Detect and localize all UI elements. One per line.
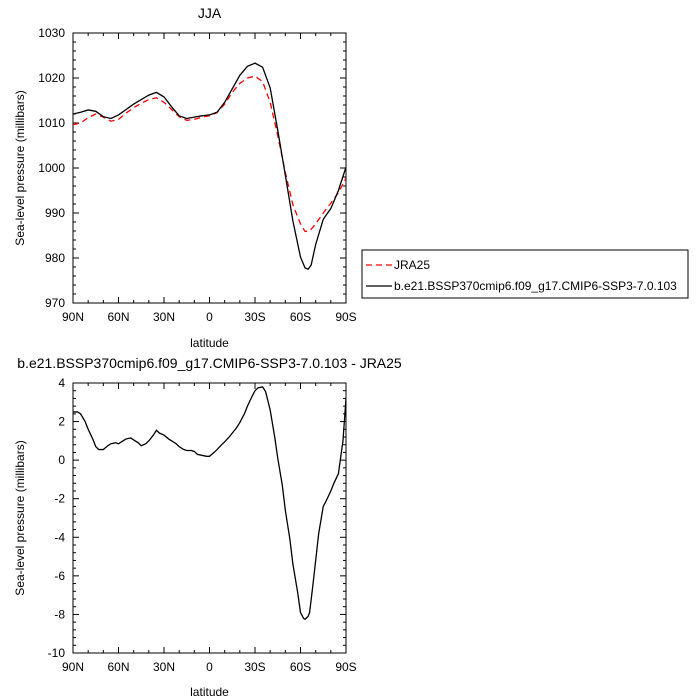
y-tick-label: 0 [58, 453, 65, 467]
y-tick-label: 1030 [38, 26, 65, 40]
y-tick-label: -8 [54, 607, 65, 621]
x-tick-label: 60S [290, 310, 311, 324]
y-tick-label: -2 [54, 492, 65, 506]
x-tick-label: 90N [62, 660, 84, 674]
y-tick-label: 970 [45, 296, 65, 310]
y-tick-label: 4 [58, 376, 65, 390]
y-tick-label: 1000 [38, 161, 65, 175]
y-tick-label: 990 [45, 206, 65, 220]
y-tick-label: -6 [54, 569, 65, 583]
plot-frame [72, 32, 347, 304]
plot-bottom: 90N 60N 30N 0 30S 60S 90S -10 -8 -6 -4 -2 0 2 4 b.e21.B… [13, 355, 402, 699]
x-tick-label: 0 [206, 310, 213, 324]
plot-top: 90N 60N 30N 0 30S 60S 90S 970 980 990 1000 1010 1020… [13, 5, 357, 350]
y-axis-label: Sea-level pressure (millibars) [13, 90, 27, 245]
series-line-0 [73, 386, 346, 621]
x-tick-label: 30N [153, 310, 175, 324]
x-tick-label: 90S [335, 660, 356, 674]
x-tick-label: 90S [335, 310, 356, 324]
x-axis-label: latitude [190, 336, 229, 350]
x-tick-label: 60S [290, 660, 311, 674]
x-tick-label: 30S [244, 310, 265, 324]
y-tick-label: 1010 [38, 116, 65, 130]
y-tick-label: 2 [58, 415, 65, 429]
y-tick-label: 980 [45, 251, 65, 265]
legend: JRA25 b.e21.BSSP370cmip6.f09_g17.CMIP6-SS… [361, 249, 689, 299]
x-tick-label: 30N [153, 660, 175, 674]
chart-title: b.e21.BSSP370cmip6.f09_g17.CMIP6-SSP3-7.… [17, 355, 402, 371]
x-tick-label: 30S [244, 660, 265, 674]
x-tick-label: 60N [107, 310, 129, 324]
series-line-0 [73, 75, 346, 233]
y-tick-label: -4 [54, 530, 65, 544]
y-tick-label: 1020 [38, 71, 65, 85]
x-tick-label: 60N [107, 660, 129, 674]
legend-label-0: JRA25 [394, 258, 430, 272]
x-axis-label: latitude [190, 685, 229, 699]
chart-title: JJA [198, 5, 222, 21]
x-tick-label: 0 [206, 660, 213, 674]
y-tick-label: -10 [48, 646, 66, 660]
y-axis-label: Sea-level pressure (millibars) [13, 440, 27, 595]
legend-label-1: b.e21.BSSP370cmip6.f09_g17.CMIP6-SSP3-7.… [394, 279, 677, 293]
legend-box [361, 249, 689, 299]
x-tick-label: 90N [62, 310, 84, 324]
plot-frame [72, 382, 347, 654]
series-line-1 [73, 62, 346, 271]
